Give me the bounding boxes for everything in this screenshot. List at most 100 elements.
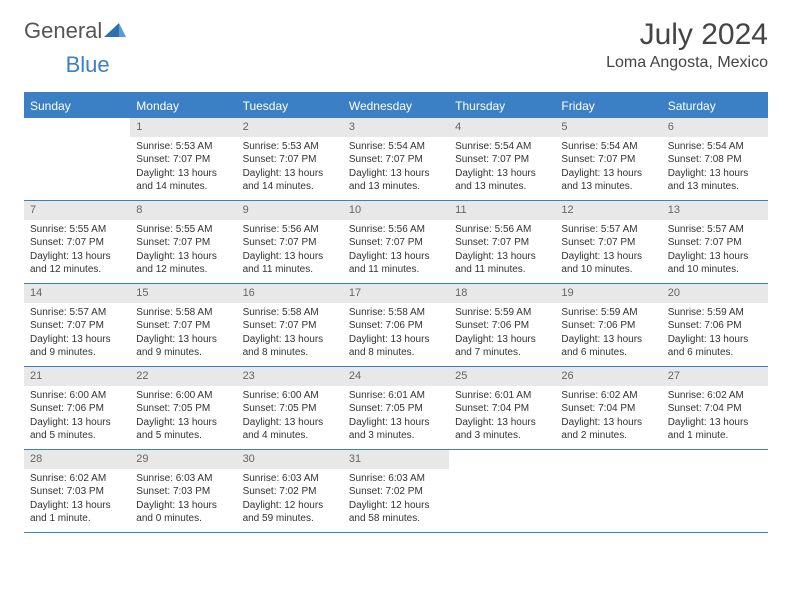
day-number: 26 <box>555 367 661 386</box>
daylight-text: Daylight: 13 hours and 10 minutes. <box>668 250 762 277</box>
calendar-cell: 14Sunrise: 5:57 AMSunset: 7:07 PMDayligh… <box>24 284 130 366</box>
day-number: 12 <box>555 201 661 220</box>
calendar-cell: 2Sunrise: 5:53 AMSunset: 7:07 PMDaylight… <box>237 118 343 200</box>
day-header-cell: Sunday <box>24 94 130 118</box>
calendar-cell-empty <box>662 450 768 532</box>
day-number: 11 <box>449 201 555 220</box>
day-number: 17 <box>343 284 449 303</box>
sunset-text: Sunset: 7:04 PM <box>561 402 655 416</box>
sunset-text: Sunset: 7:07 PM <box>349 236 443 250</box>
calendar-cell: 25Sunrise: 6:01 AMSunset: 7:04 PMDayligh… <box>449 367 555 449</box>
calendar-cell: 19Sunrise: 5:59 AMSunset: 7:06 PMDayligh… <box>555 284 661 366</box>
weeks-container: 1Sunrise: 5:53 AMSunset: 7:07 PMDaylight… <box>24 118 768 533</box>
day-number: 4 <box>449 118 555 137</box>
calendar-cell: 21Sunrise: 6:00 AMSunset: 7:06 PMDayligh… <box>24 367 130 449</box>
sunset-text: Sunset: 7:06 PM <box>349 319 443 333</box>
day-number: 5 <box>555 118 661 137</box>
cell-body: Sunrise: 5:59 AMSunset: 7:06 PMDaylight:… <box>449 303 555 364</box>
daylight-text: Daylight: 13 hours and 6 minutes. <box>668 333 762 360</box>
cell-body: Sunrise: 5:57 AMSunset: 7:07 PMDaylight:… <box>662 220 768 281</box>
logo-triangle-icon <box>104 18 126 44</box>
daylight-text: Daylight: 13 hours and 9 minutes. <box>30 333 124 360</box>
day-header-cell: Tuesday <box>237 94 343 118</box>
cell-body: Sunrise: 6:01 AMSunset: 7:04 PMDaylight:… <box>449 386 555 447</box>
cell-body: Sunrise: 6:02 AMSunset: 7:04 PMDaylight:… <box>555 386 661 447</box>
day-number: 20 <box>662 284 768 303</box>
sunrise-text: Sunrise: 6:03 AM <box>136 472 230 486</box>
sunset-text: Sunset: 7:06 PM <box>668 319 762 333</box>
sunset-text: Sunset: 7:04 PM <box>455 402 549 416</box>
daylight-text: Daylight: 13 hours and 6 minutes. <box>561 333 655 360</box>
sunset-text: Sunset: 7:07 PM <box>455 236 549 250</box>
daylight-text: Daylight: 13 hours and 13 minutes. <box>561 167 655 194</box>
cell-body: Sunrise: 5:54 AMSunset: 7:07 PMDaylight:… <box>343 137 449 198</box>
week-row: 1Sunrise: 5:53 AMSunset: 7:07 PMDaylight… <box>24 118 768 201</box>
sunrise-text: Sunrise: 5:57 AM <box>30 306 124 320</box>
sunrise-text: Sunrise: 5:57 AM <box>561 223 655 237</box>
calendar-cell: 10Sunrise: 5:56 AMSunset: 7:07 PMDayligh… <box>343 201 449 283</box>
cell-body: Sunrise: 6:00 AMSunset: 7:05 PMDaylight:… <box>237 386 343 447</box>
sunrise-text: Sunrise: 5:57 AM <box>668 223 762 237</box>
day-number: 25 <box>449 367 555 386</box>
daylight-text: Daylight: 13 hours and 14 minutes. <box>243 167 337 194</box>
calendar-cell: 18Sunrise: 5:59 AMSunset: 7:06 PMDayligh… <box>449 284 555 366</box>
calendar-cell: 17Sunrise: 5:58 AMSunset: 7:06 PMDayligh… <box>343 284 449 366</box>
cell-body: Sunrise: 5:53 AMSunset: 7:07 PMDaylight:… <box>237 137 343 198</box>
calendar-cell: 27Sunrise: 6:02 AMSunset: 7:04 PMDayligh… <box>662 367 768 449</box>
day-number: 15 <box>130 284 236 303</box>
sunset-text: Sunset: 7:07 PM <box>561 236 655 250</box>
day-number: 18 <box>449 284 555 303</box>
sunset-text: Sunset: 7:07 PM <box>30 319 124 333</box>
calendar-cell: 9Sunrise: 5:56 AMSunset: 7:07 PMDaylight… <box>237 201 343 283</box>
cell-body: Sunrise: 5:56 AMSunset: 7:07 PMDaylight:… <box>449 220 555 281</box>
cell-body: Sunrise: 6:03 AMSunset: 7:02 PMDaylight:… <box>343 469 449 530</box>
sunset-text: Sunset: 7:06 PM <box>561 319 655 333</box>
sunset-text: Sunset: 7:06 PM <box>455 319 549 333</box>
calendar-cell: 12Sunrise: 5:57 AMSunset: 7:07 PMDayligh… <box>555 201 661 283</box>
day-number: 6 <box>662 118 768 137</box>
sunrise-text: Sunrise: 6:00 AM <box>136 389 230 403</box>
cell-body: Sunrise: 5:54 AMSunset: 7:08 PMDaylight:… <box>662 137 768 198</box>
day-header-cell: Wednesday <box>343 94 449 118</box>
day-number: 2 <box>237 118 343 137</box>
daylight-text: Daylight: 13 hours and 2 minutes. <box>561 416 655 443</box>
sunrise-text: Sunrise: 6:01 AM <box>349 389 443 403</box>
sunrise-text: Sunrise: 5:58 AM <box>243 306 337 320</box>
calendar-cell: 3Sunrise: 5:54 AMSunset: 7:07 PMDaylight… <box>343 118 449 200</box>
sunrise-text: Sunrise: 5:56 AM <box>455 223 549 237</box>
daylight-text: Daylight: 13 hours and 8 minutes. <box>349 333 443 360</box>
week-row: 21Sunrise: 6:00 AMSunset: 7:06 PMDayligh… <box>24 367 768 450</box>
cell-body: Sunrise: 5:57 AMSunset: 7:07 PMDaylight:… <box>555 220 661 281</box>
sunset-text: Sunset: 7:07 PM <box>136 319 230 333</box>
day-number: 29 <box>130 450 236 469</box>
sunrise-text: Sunrise: 5:59 AM <box>668 306 762 320</box>
calendar-cell: 23Sunrise: 6:00 AMSunset: 7:05 PMDayligh… <box>237 367 343 449</box>
cell-body: Sunrise: 5:54 AMSunset: 7:07 PMDaylight:… <box>555 137 661 198</box>
daylight-text: Daylight: 13 hours and 1 minute. <box>30 499 124 526</box>
sunrise-text: Sunrise: 6:00 AM <box>30 389 124 403</box>
daylight-text: Daylight: 13 hours and 13 minutes. <box>349 167 443 194</box>
sunset-text: Sunset: 7:07 PM <box>30 236 124 250</box>
cell-body: Sunrise: 5:54 AMSunset: 7:07 PMDaylight:… <box>449 137 555 198</box>
sunrise-text: Sunrise: 5:59 AM <box>455 306 549 320</box>
calendar-cell: 29Sunrise: 6:03 AMSunset: 7:03 PMDayligh… <box>130 450 236 532</box>
calendar-cell: 8Sunrise: 5:55 AMSunset: 7:07 PMDaylight… <box>130 201 236 283</box>
calendar-cell: 31Sunrise: 6:03 AMSunset: 7:02 PMDayligh… <box>343 450 449 532</box>
cell-body: Sunrise: 5:59 AMSunset: 7:06 PMDaylight:… <box>555 303 661 364</box>
day-header-cell: Monday <box>130 94 236 118</box>
cell-body: Sunrise: 5:53 AMSunset: 7:07 PMDaylight:… <box>130 137 236 198</box>
week-row: 14Sunrise: 5:57 AMSunset: 7:07 PMDayligh… <box>24 284 768 367</box>
daylight-text: Daylight: 13 hours and 8 minutes. <box>243 333 337 360</box>
sunset-text: Sunset: 7:06 PM <box>30 402 124 416</box>
calendar-cell: 7Sunrise: 5:55 AMSunset: 7:07 PMDaylight… <box>24 201 130 283</box>
day-number: 3 <box>343 118 449 137</box>
cell-body: Sunrise: 6:00 AMSunset: 7:05 PMDaylight:… <box>130 386 236 447</box>
sunset-text: Sunset: 7:07 PM <box>136 153 230 167</box>
sunset-text: Sunset: 7:02 PM <box>243 485 337 499</box>
day-header-cell: Saturday <box>662 94 768 118</box>
cell-body: Sunrise: 5:57 AMSunset: 7:07 PMDaylight:… <box>24 303 130 364</box>
day-number: 27 <box>662 367 768 386</box>
cell-body: Sunrise: 6:00 AMSunset: 7:06 PMDaylight:… <box>24 386 130 447</box>
cell-body: Sunrise: 5:56 AMSunset: 7:07 PMDaylight:… <box>343 220 449 281</box>
sunset-text: Sunset: 7:07 PM <box>561 153 655 167</box>
